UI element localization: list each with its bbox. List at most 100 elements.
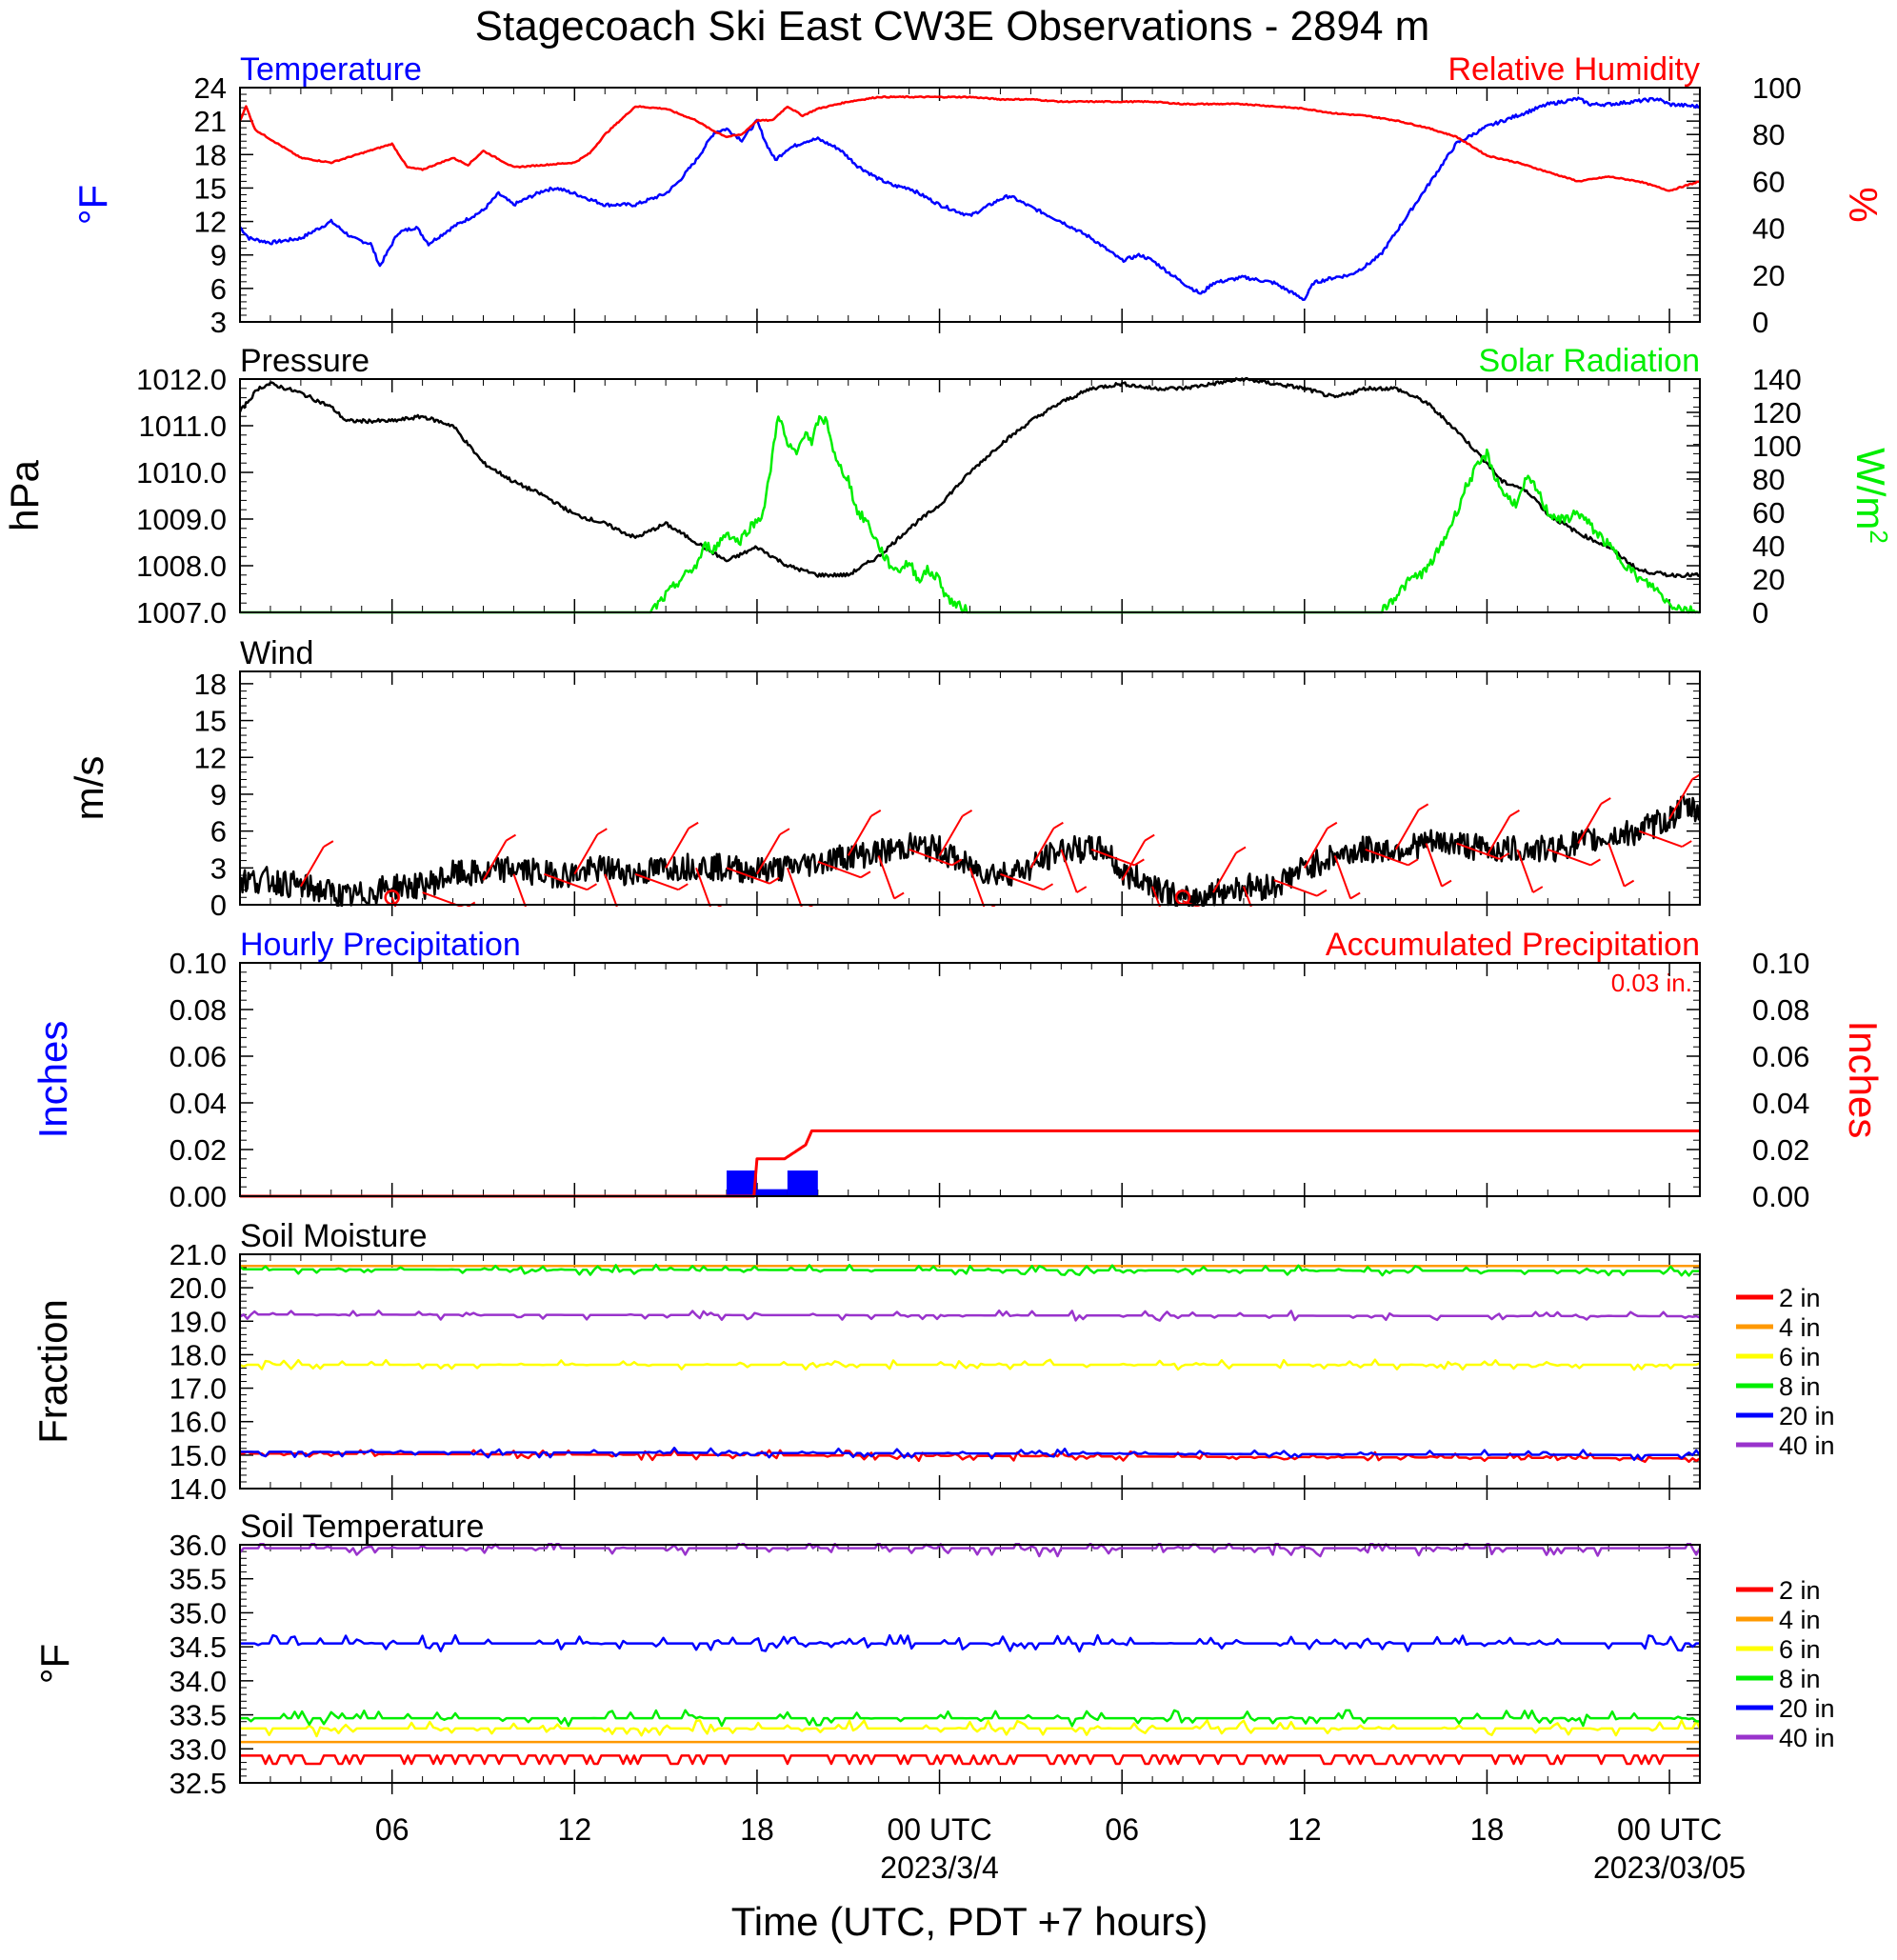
y-tick-label: 19.0 xyxy=(170,1305,227,1338)
legend-label: 20 in xyxy=(1779,1694,1835,1723)
panel-title-left: Soil Moisture xyxy=(240,1218,428,1254)
wind-barb xyxy=(1273,879,1318,897)
wind-barb xyxy=(300,846,325,888)
y-right-tick-label: 80 xyxy=(1752,118,1785,151)
y-right-tick-label: 0.02 xyxy=(1752,1133,1809,1167)
legend-label: 20 in xyxy=(1779,1402,1835,1430)
y-tick-label: 34.0 xyxy=(170,1665,227,1698)
y-tick-label: 1010.0 xyxy=(136,456,227,490)
wind-barb xyxy=(1394,809,1420,850)
wind-barb xyxy=(482,840,508,881)
series-40-in-line xyxy=(240,1543,1700,1558)
y-tick-label: 21.0 xyxy=(170,1238,227,1271)
wind-barb-flag xyxy=(1691,773,1700,781)
x-tick-label: 00 UTC xyxy=(1617,1812,1722,1847)
y-axis-label-right: % xyxy=(1841,187,1886,222)
wind-barb-flag xyxy=(1076,886,1088,893)
y-right-tick-label: 60 xyxy=(1752,496,1785,530)
y-axis-right: 0.00 0.02 0.04 0.06 0.08 0.10 xyxy=(1752,947,1809,1213)
wind-barb xyxy=(1668,778,1693,820)
wind-barb xyxy=(847,815,872,856)
panel-frame xyxy=(239,670,1701,906)
legend-label: 40 in xyxy=(1779,1724,1835,1752)
y-tick-label: 3 xyxy=(210,306,227,339)
wind-barb-flag xyxy=(596,828,608,836)
y-tick-label: 36.0 xyxy=(170,1529,227,1562)
y-axis-label-left: °F xyxy=(32,1644,77,1684)
wind-barb-flag xyxy=(1418,803,1429,811)
y-tick-label: 20.0 xyxy=(170,1271,227,1305)
series-20-in-line xyxy=(240,1633,1700,1653)
wind-barb-flag xyxy=(808,904,813,907)
wind-barb-flag xyxy=(323,840,334,848)
y-tick-label: 18.0 xyxy=(170,1338,227,1371)
y-tick-label: 9 xyxy=(210,239,227,272)
y-tick-label: 15 xyxy=(194,171,227,205)
wind-barb xyxy=(1090,849,1135,867)
wind-barb-flag xyxy=(1235,846,1247,854)
wind-barb xyxy=(634,872,679,891)
panel-soil_moisture: Soil Moisture14.015.016.017.018.019.020.… xyxy=(30,1218,1835,1506)
wind-barb xyxy=(1182,900,1202,907)
wind-barb xyxy=(817,860,862,879)
x-tick-label: 18 xyxy=(740,1812,774,1847)
y-axis-left: 14.015.016.017.018.019.020.021.0 xyxy=(170,1238,1700,1506)
legend-label: 2 in xyxy=(1779,1576,1821,1605)
series-group xyxy=(240,773,1700,907)
y-tick-label: 0.02 xyxy=(170,1133,227,1167)
y-right-tick-label: 100 xyxy=(1752,71,1802,105)
wind-barb xyxy=(665,828,689,869)
wind-barb-flag xyxy=(870,809,882,817)
y-axis-label-left: Fraction xyxy=(30,1299,75,1444)
y-right-tick-label: 0.04 xyxy=(1752,1087,1809,1120)
wind-barb-flag xyxy=(716,904,722,907)
panel-frame xyxy=(239,962,1701,1197)
series-pressure-line xyxy=(240,377,1700,578)
y-tick-label: 21 xyxy=(194,105,227,138)
y-right-tick-label: 0 xyxy=(1752,596,1768,630)
panel-precip: Hourly Precipitation Accumulated Precipit… xyxy=(30,927,1886,1213)
wind-barb xyxy=(1029,828,1055,869)
wind-barb-flag xyxy=(779,828,790,836)
wind-barb-flag xyxy=(1499,852,1510,860)
y-tick-label: 1011.0 xyxy=(138,410,227,443)
wind-barb xyxy=(1607,843,1626,887)
panel-title-left: Pressure xyxy=(240,343,369,379)
y-axis-label-right: Inches xyxy=(1841,1021,1886,1139)
y-tick-label: 33.5 xyxy=(170,1699,227,1732)
x-tick-label: 18 xyxy=(1470,1812,1505,1847)
series-group xyxy=(240,1263,1700,1464)
legend-label: 6 in xyxy=(1779,1343,1821,1371)
x-tick-label: 00 UTC xyxy=(887,1812,991,1847)
wind-barb-flag xyxy=(1144,833,1155,842)
y-right-tick-label: 40 xyxy=(1752,530,1785,563)
y-right-tick-label: 0.06 xyxy=(1752,1040,1809,1073)
wind-barb-flag xyxy=(1508,809,1520,817)
series-40-in-line xyxy=(240,1309,1700,1322)
wind-barb xyxy=(1365,849,1409,867)
series-20-in-line xyxy=(240,1447,1700,1462)
wind-barb-flag xyxy=(893,891,905,900)
y-tick-label: 16.0 xyxy=(170,1406,227,1439)
wind-barb xyxy=(786,867,803,907)
y-right-tick-label: 100 xyxy=(1752,430,1802,463)
y-tick-label: 17.0 xyxy=(170,1372,227,1406)
legend-label: 40 in xyxy=(1779,1431,1835,1460)
wind-barb-flag xyxy=(586,883,597,891)
panel-frame xyxy=(239,1544,1701,1784)
wind-barb-flag xyxy=(951,858,963,867)
panel-frame xyxy=(239,378,1701,613)
panel-title-right: Solar Radiation xyxy=(1479,343,1700,379)
y-tick-label: 12 xyxy=(194,206,227,239)
wind-barb-flag xyxy=(962,809,973,817)
series-group xyxy=(240,95,1700,302)
legend-label: 8 in xyxy=(1779,1372,1821,1401)
wind-barb xyxy=(604,873,618,907)
series-8-in-line xyxy=(240,1263,1700,1277)
x-tick-date-label: 2023/3/4 xyxy=(880,1850,999,1885)
y-right-tick-label: 60 xyxy=(1752,165,1785,198)
panel-title-left: Wind xyxy=(240,635,313,671)
